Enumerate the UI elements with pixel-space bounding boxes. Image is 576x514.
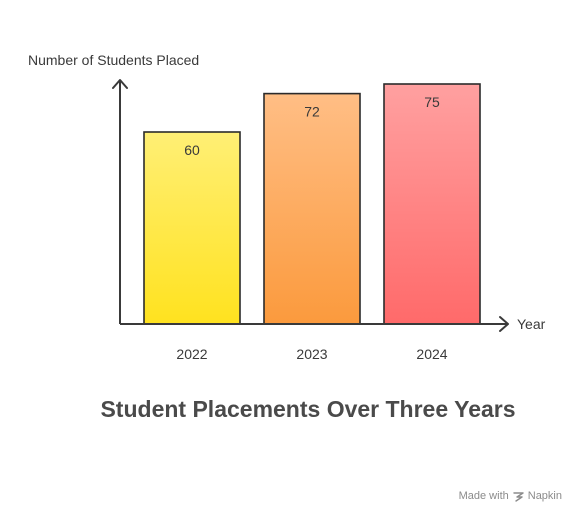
x-axis-label: Year bbox=[517, 316, 546, 332]
bar-value-label-2023: 72 bbox=[304, 104, 320, 120]
y-axis-arrow-icon bbox=[112, 79, 128, 89]
watermark-text: Made with bbox=[458, 490, 509, 502]
x-tick-label-2023: 2023 bbox=[296, 346, 327, 362]
watermark: Made with Napkin bbox=[459, 490, 562, 502]
bar-2023 bbox=[263, 92, 361, 325]
labels-layer: 60 2022 72 2023 75 2024 bbox=[176, 94, 447, 362]
x-axis-arrow-icon bbox=[499, 316, 509, 332]
bar-value-label-2022: 60 bbox=[184, 142, 200, 158]
chart-title: Student Placements Over Three Years bbox=[100, 396, 516, 422]
bar-2022 bbox=[143, 131, 241, 325]
y-axis-label: Number of Students Placed bbox=[28, 52, 199, 68]
napkin-logo-icon bbox=[513, 491, 524, 502]
bar-2024 bbox=[383, 83, 481, 325]
x-tick-label-2022: 2022 bbox=[176, 346, 207, 362]
axes-layer: Number of Students Placed Year bbox=[28, 52, 546, 332]
bar-value-label-2024: 75 bbox=[424, 94, 440, 110]
x-tick-label-2024: 2024 bbox=[416, 346, 447, 362]
watermark-brand: Napkin bbox=[527, 490, 562, 502]
bars-layer bbox=[143, 83, 481, 325]
